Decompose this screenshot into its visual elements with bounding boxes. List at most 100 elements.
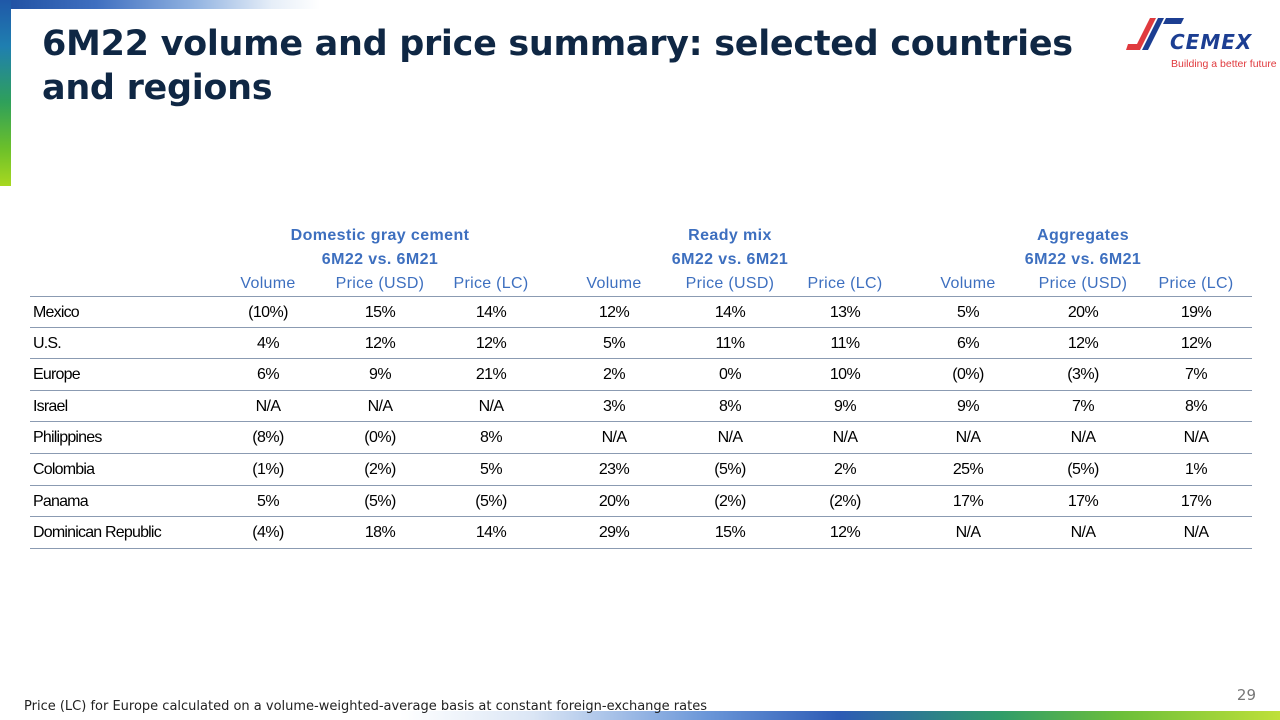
table-cell: (5%) (714, 460, 746, 478)
page-number: 29 (1236, 686, 1256, 704)
table-cell: 2% (603, 366, 626, 384)
cemex-logo: CEMEX Building a better future (1126, 16, 1277, 74)
table-cell: 18% (364, 524, 396, 542)
table-cell: (3%) (1067, 366, 1099, 384)
logo-wordmark: CEMEX (1170, 30, 1253, 54)
table-cell: 17% (952, 492, 984, 510)
table-cell: 14% (714, 304, 746, 321)
column-header: Volume (240, 275, 296, 292)
table-cell: N/A (1070, 429, 1096, 447)
table-cell: 5% (480, 460, 503, 478)
column-header: Price (LC) (453, 275, 529, 292)
table-row: Mexico (10%) 15% 14% 12% 14% 13% 5% 20% 19% (30, 296, 1252, 328)
table-cell: (2%) (364, 460, 396, 478)
group-name: Aggregates (1036, 227, 1130, 244)
table-cell: 12% (475, 334, 507, 352)
table-cell: 8% (1185, 397, 1208, 415)
table-cell: (5%) (475, 492, 507, 510)
table-cell: (1%) (252, 460, 284, 478)
table-cell: 14% (475, 304, 507, 321)
table-cell: 6% (257, 366, 280, 384)
table-cell: 12% (829, 524, 861, 542)
group-name: Ready mix (688, 227, 772, 244)
column-header: Price (LC) (1158, 275, 1234, 292)
table-cell: (4%) (252, 524, 284, 542)
table-cell: N/A (255, 397, 281, 415)
column-header: Volume (940, 275, 996, 292)
table-cell: 21% (475, 366, 507, 384)
table-row: Panama 5% (5%) (5%) 20% (2%) (2%) 17% 17% 17% (30, 486, 1252, 518)
column-header: Price (USD) (1038, 275, 1128, 292)
table-cell: 12% (364, 334, 396, 352)
table-cell: 11% (830, 334, 860, 352)
table-cell: 2% (834, 460, 857, 478)
row-label: Europe (33, 366, 81, 384)
table-cell: 8% (480, 429, 503, 447)
table-cell: 20% (598, 492, 630, 510)
table-row: Colombia (1%) (2%) 5% 23% (5%) 2% 25% (5%) 1% (30, 454, 1252, 486)
table-cell: 23% (598, 460, 630, 478)
slide-title: 6M22 volume and price summary: selected … (42, 24, 1073, 108)
table-row: Europe 6% 9% 21% 2% 0% 10% (0%) (3%) 7% (30, 359, 1252, 391)
column-header: Volume (586, 275, 642, 292)
table-cell: 9% (369, 366, 392, 384)
table-cell: (10%) (248, 304, 288, 321)
table-cell: 7% (1072, 397, 1095, 415)
table-body: Mexico (10%) 15% 14% 12% 14% 13% 5% 20% 19% U.S. 4%… (30, 296, 1252, 549)
table-cell: 1% (1185, 460, 1208, 478)
table-cell: 9% (834, 397, 857, 415)
table-cell: 0% (719, 366, 742, 384)
table-cell: 10% (829, 366, 861, 384)
table-cell: 11% (715, 334, 745, 352)
column-header: Price (LC) (807, 275, 883, 292)
group-header-1: Ready mix 6M22 vs. 6M21 (580, 224, 880, 272)
row-label: Colombia (33, 460, 95, 478)
row-label: Panama (33, 492, 89, 510)
table-cell: 14% (475, 524, 507, 542)
table-cell: 12% (1067, 334, 1099, 352)
table-cell: N/A (1183, 524, 1209, 542)
group-header-0: Domestic gray cement 6M22 vs. 6M21 (230, 224, 530, 272)
table-cell: 12% (1180, 334, 1212, 352)
table-cell: 5% (257, 492, 280, 510)
table-cell: 9% (957, 397, 980, 415)
table-cell: N/A (1070, 524, 1096, 542)
group-period: 6M22 vs. 6M21 (1024, 251, 1142, 268)
table-cell: 17% (1067, 492, 1099, 510)
table-cell: N/A (955, 524, 981, 542)
column-header: Price (USD) (685, 275, 775, 292)
table-cell: 5% (603, 334, 626, 352)
bottom-accent-bar (400, 711, 1280, 720)
group-period: 6M22 vs. 6M21 (321, 251, 439, 268)
top-accent-bar (0, 0, 320, 9)
group-header-2: Aggregates 6M22 vs. 6M21 (933, 224, 1233, 272)
table-cell: N/A (1183, 429, 1209, 447)
logo-tagline: Building a better future (1171, 58, 1277, 70)
column-header: Price (USD) (335, 275, 425, 292)
table-cell: 25% (952, 460, 984, 478)
row-label: Israel (33, 397, 68, 415)
table-cell: (5%) (1067, 460, 1099, 478)
table-cell: N/A (955, 429, 981, 447)
table-cell: 13% (829, 304, 861, 321)
table-cell: N/A (832, 429, 858, 447)
table-cell: N/A (601, 429, 627, 447)
row-label: Mexico (33, 304, 80, 321)
table-row: Israel N/A N/A N/A 3% 8% 9% 9% 7% 8% (30, 391, 1252, 423)
table-cell: (0%) (952, 366, 984, 384)
table-cell: 4% (257, 334, 280, 352)
left-accent-bar (0, 0, 11, 186)
table-cell: 3% (603, 397, 626, 415)
table-cell: N/A (367, 397, 393, 415)
cemex-logo-mark-icon (1126, 18, 1184, 50)
table-row: U.S. 4% 12% 12% 5% 11% 11% 6% 12% 12% (30, 328, 1252, 360)
table-cell: (2%) (829, 492, 861, 510)
row-label: Philippines (33, 429, 102, 447)
table-cell: 19% (1180, 304, 1212, 321)
table-cell: (8%) (252, 429, 284, 447)
row-label: U.S. (33, 334, 62, 352)
table-row: Dominican Republic (4%) 18% 14% 29% 15% 12% N/A… (30, 517, 1252, 549)
group-period: 6M22 vs. 6M21 (671, 251, 789, 268)
table-cell: 5% (957, 304, 980, 321)
table-cell: 17% (1180, 492, 1212, 510)
